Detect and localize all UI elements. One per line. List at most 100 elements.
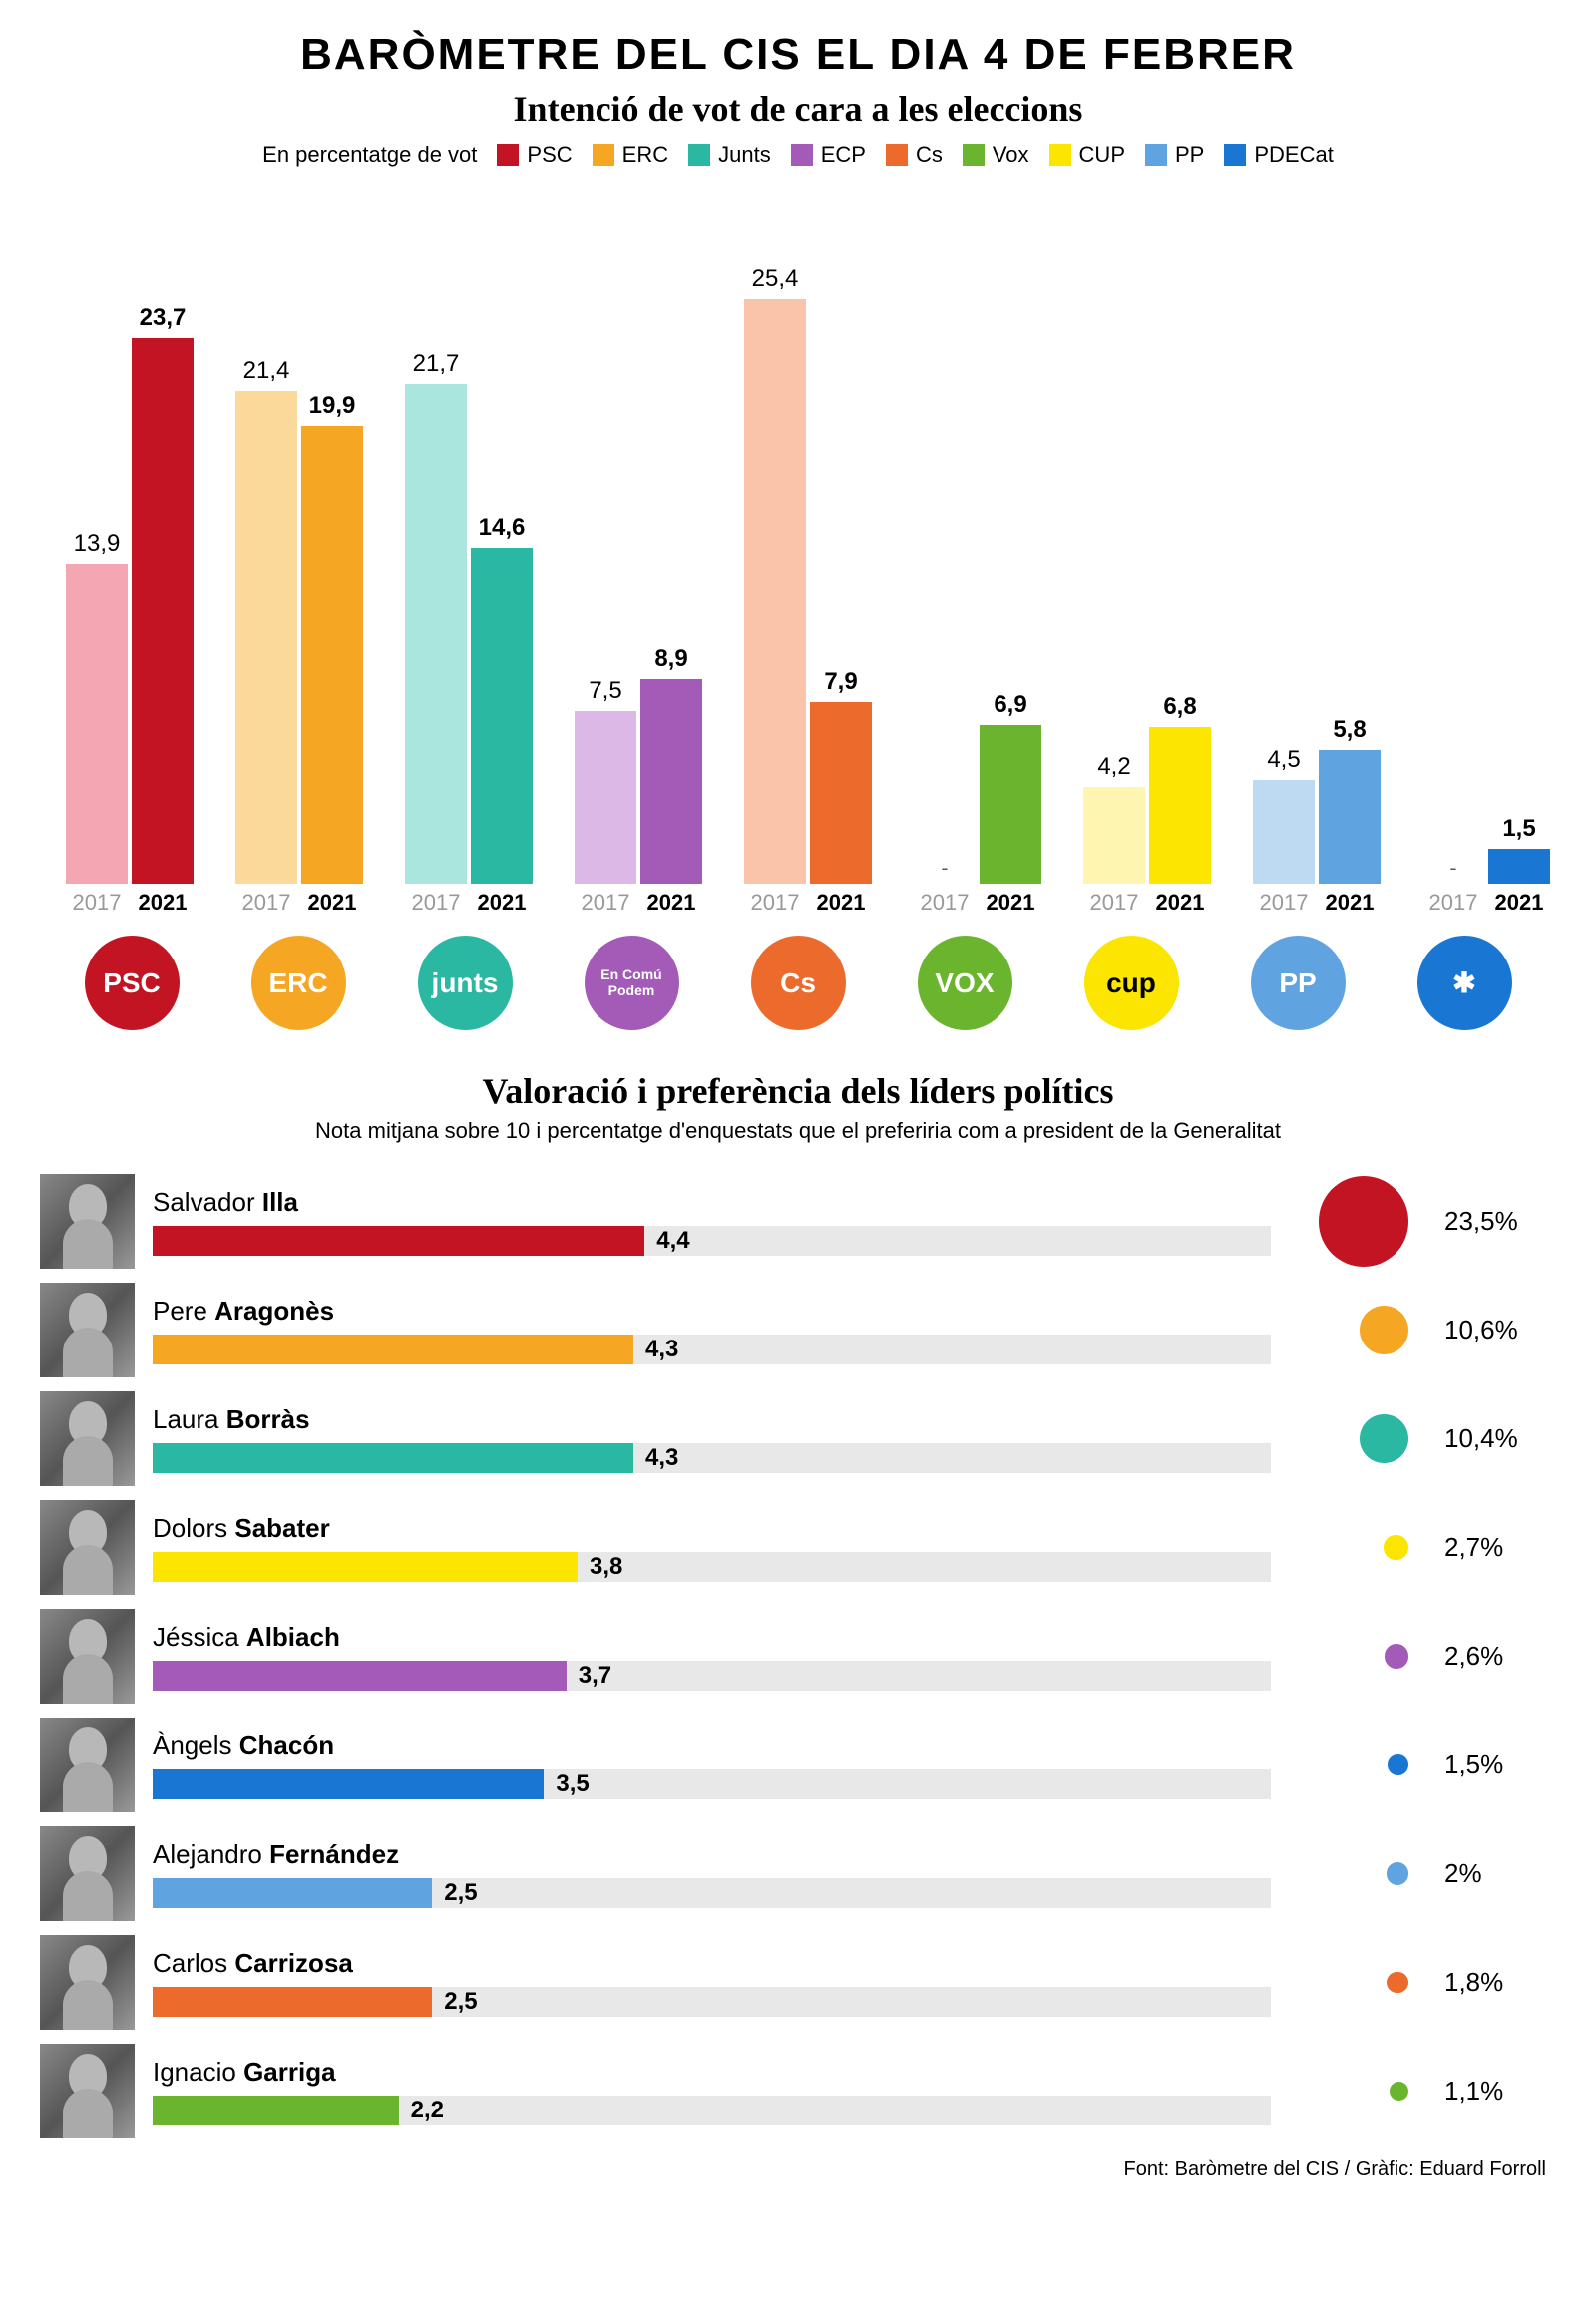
bar-value-label: 5,8 <box>1333 716 1366 744</box>
legend-item: PSC <box>497 142 572 168</box>
bar <box>575 711 636 884</box>
bar <box>1253 780 1315 884</box>
year-label: 2017 <box>744 890 806 916</box>
legend-label: ERC <box>622 142 668 168</box>
leader-row: Jéssica Albiach 3,7 2,6% <box>40 1609 1556 1704</box>
bar <box>301 426 363 884</box>
year-label: 2021 <box>471 890 533 916</box>
year-label: 2021 <box>640 890 702 916</box>
leader-name: Pere Aragonès <box>153 1296 1271 1327</box>
leader-score-value: 2,5 <box>444 1879 477 1907</box>
party-logo: VOX <box>918 936 1012 1030</box>
legend-label: ECP <box>821 142 866 168</box>
party-group: -6,920172021 <box>898 245 1057 916</box>
year-label: 2021 <box>132 890 194 916</box>
legend-label: Vox <box>993 142 1029 168</box>
legend: En percentatge de vot PSC ERC Junts ECP Cs Vo… <box>40 142 1556 168</box>
year-label: 2017 <box>1253 890 1315 916</box>
leader-score-value: 4,3 <box>645 1444 678 1472</box>
bar <box>66 564 128 884</box>
leader-preference-pct: 10,4% <box>1426 1391 1556 1486</box>
leader-preference-dot <box>1384 1535 1408 1560</box>
year-label: 2021 <box>810 890 872 916</box>
legend-swatch <box>497 144 519 166</box>
party-group: -1,520172021 <box>1406 245 1566 916</box>
legend-item: CUP <box>1049 142 1125 168</box>
leader-preference-dot <box>1319 1176 1408 1266</box>
leader-score-value: 3,7 <box>579 1662 611 1690</box>
leader-preference-dot <box>1360 1306 1408 1354</box>
chart-subtitle: Intenció de vot de cara a les eleccions <box>40 88 1556 130</box>
bar-value-label: 6,8 <box>1163 693 1196 721</box>
bar-value-label: 6,9 <box>994 691 1026 719</box>
leader-name: Ignacio Garriga <box>153 2057 1271 2088</box>
party-group: 21,419,920172021 <box>219 245 379 916</box>
bar-value-label: - <box>1450 857 1457 880</box>
party-logo: junts <box>418 936 513 1030</box>
bar <box>744 299 806 884</box>
year-label: 2017 <box>235 890 297 916</box>
bar-value-label: - <box>942 857 949 880</box>
party-group: 25,47,920172021 <box>728 245 888 916</box>
bar-value-label: 25,4 <box>752 265 799 293</box>
leader-photo <box>40 1500 135 1595</box>
leader-score-bar: 2,2 <box>153 2096 1271 2125</box>
leader-photo <box>40 1283 135 1377</box>
vote-intention-bar-chart: 13,923,72017202121,419,92017202121,714,6… <box>50 197 1546 916</box>
leader-preference-pct: 1,5% <box>1426 1718 1556 1812</box>
leader-preference-dot <box>1387 1972 1408 1994</box>
leader-preference-pct: 23,5% <box>1426 1174 1556 1269</box>
leader-name: Àngels Chacón <box>153 1730 1271 1761</box>
bar <box>640 679 702 884</box>
legend-caption: En percentatge de vot <box>262 142 477 168</box>
leader-name: Carlos Carrizosa <box>153 1948 1271 1979</box>
leader-preference-dot <box>1385 1644 1408 1668</box>
leader-score-value: 4,4 <box>656 1227 689 1255</box>
bar-value-label: 21,4 <box>243 357 290 385</box>
legend-swatch <box>593 144 614 166</box>
bar-value-label: 1,5 <box>1502 815 1535 843</box>
party-logo: cup <box>1084 936 1179 1030</box>
legend-item: Cs <box>886 142 943 168</box>
leader-photo <box>40 1935 135 2030</box>
legend-item: ECP <box>791 142 866 168</box>
year-label: 2017 <box>66 890 128 916</box>
leader-preference-dot <box>1360 1414 1408 1463</box>
leader-score-bar: 3,7 <box>153 1661 1271 1691</box>
leader-score-bar: 4,3 <box>153 1443 1271 1473</box>
year-label: 2021 <box>1149 890 1211 916</box>
leader-preference-pct: 1,1% <box>1426 2044 1556 2138</box>
leader-photo <box>40 1174 135 1269</box>
legend-item: PDECat <box>1224 142 1333 168</box>
bar-value-label: 23,7 <box>140 304 187 332</box>
bar-value-label: 7,5 <box>589 677 621 705</box>
legend-swatch <box>963 144 985 166</box>
year-label: 2017 <box>914 890 976 916</box>
bar <box>405 384 467 884</box>
bar-value-label: 14,6 <box>479 514 526 542</box>
bar-value-label: 4,5 <box>1267 746 1300 774</box>
leader-photo <box>40 1826 135 1921</box>
leader-score-bar: 3,8 <box>153 1552 1271 1582</box>
legend-item: PP <box>1145 142 1204 168</box>
bar-value-label: 13,9 <box>74 530 121 558</box>
bar <box>235 391 297 884</box>
leader-row: Alejandro Fernández2,52% <box>40 1826 1556 1921</box>
leader-name: Jéssica Albiach <box>153 1622 1271 1653</box>
leader-score-bar: 2,5 <box>153 1987 1271 2017</box>
leader-score-value: 2,5 <box>444 1988 477 2016</box>
leader-name: Alejandro Fernández <box>153 1839 1271 1870</box>
party-group: 13,9 23,7 20172021 <box>50 245 209 916</box>
party-logos-row: PSCERCjuntsEn Comú PodemCsVOXcupPP✱ <box>40 936 1556 1030</box>
bar-value-label: 21,7 <box>413 350 460 378</box>
legend-item: Junts <box>688 142 771 168</box>
leader-photo <box>40 2044 135 2138</box>
leader-score-value: 4,3 <box>645 1336 678 1363</box>
party-group: 4,26,820172021 <box>1067 245 1227 916</box>
bar-value-label: 19,9 <box>309 392 356 420</box>
legend-swatch <box>688 144 710 166</box>
year-label: 2017 <box>1083 890 1145 916</box>
leader-preference-pct: 2,6% <box>1426 1609 1556 1704</box>
legend-label: Junts <box>718 142 771 168</box>
bar-value-label: 8,9 <box>654 645 687 673</box>
